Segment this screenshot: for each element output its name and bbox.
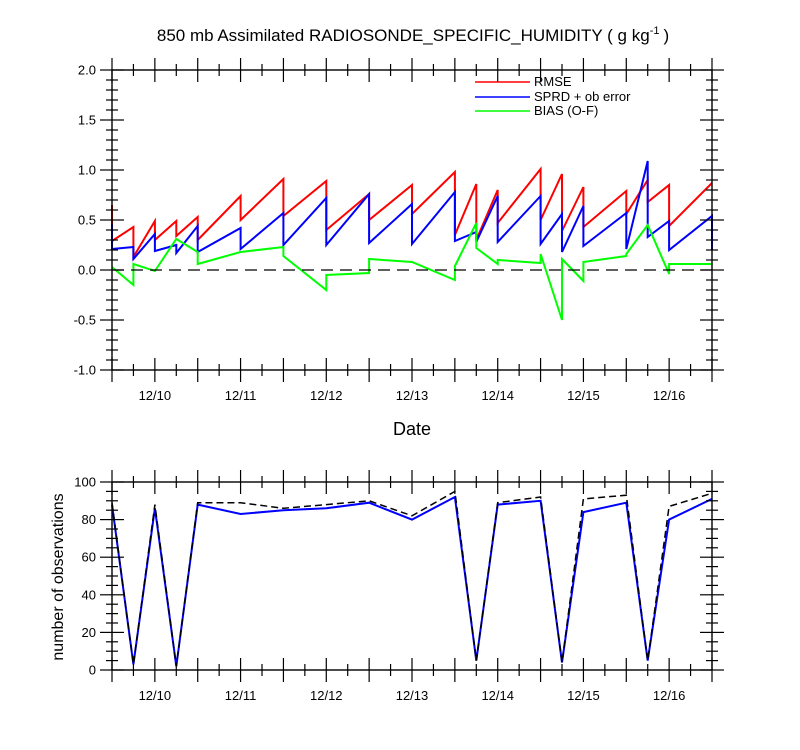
bottom-x-tick-labels: 12/10 12/11 12/12 12/13 12/14 12/15 12/16 bbox=[139, 688, 686, 703]
y-axis-title-observations: number of observations bbox=[50, 493, 67, 660]
y-tick-label: 100 bbox=[74, 475, 96, 490]
series-line-top-1 bbox=[111, 160, 713, 262]
x-axis-title: Date bbox=[393, 419, 431, 439]
series-line-bot-1 bbox=[111, 490, 713, 667]
y-tick-label: 0 bbox=[89, 663, 96, 678]
bottom-axis-ticks bbox=[100, 470, 724, 682]
y-tick-label: 2.0 bbox=[78, 63, 96, 78]
top-series-group bbox=[111, 160, 713, 321]
x-tick-label: 12/16 bbox=[653, 688, 686, 703]
x-tick-label: 12/12 bbox=[310, 688, 343, 703]
x-tick-label: 12/10 bbox=[139, 388, 172, 403]
y-tick-label: 1.5 bbox=[78, 113, 96, 128]
top-x-tick-labels: 12/10 12/11 12/12 12/13 12/14 12/15 12/16 bbox=[139, 388, 686, 403]
y-tick-label: 20 bbox=[82, 625, 96, 640]
bottom-y-tick-labels: 0 20 40 60 80 100 bbox=[74, 475, 96, 678]
x-tick-label: 12/12 bbox=[310, 388, 343, 403]
legend-rmse-label: RMSE bbox=[534, 74, 572, 89]
y-tick-label: 0.0 bbox=[78, 263, 96, 278]
top-axis-ticks bbox=[100, 58, 724, 382]
bottom-series-group bbox=[111, 490, 713, 667]
bottom-plot-frame bbox=[111, 481, 713, 671]
y-tick-label: 80 bbox=[82, 512, 96, 527]
y-tick-label: 40 bbox=[82, 587, 96, 602]
y-tick-label: 0.5 bbox=[78, 213, 96, 228]
legend-sprd-label: SPRD + ob error bbox=[534, 89, 631, 104]
chart-title: 850 mb Assimilated RADIOSONDE_SPECIFIC_H… bbox=[157, 25, 669, 45]
x-tick-label: 12/16 bbox=[653, 388, 686, 403]
legend-bias-label: BIAS (O-F) bbox=[534, 103, 598, 118]
x-tick-label: 12/13 bbox=[396, 688, 429, 703]
y-tick-label: -0.5 bbox=[74, 313, 96, 328]
x-tick-label: 12/14 bbox=[481, 688, 514, 703]
legend: RMSE SPRD + ob error BIAS (O-F) bbox=[475, 74, 631, 118]
x-tick-label: 12/14 bbox=[481, 388, 514, 403]
x-tick-label: 12/15 bbox=[567, 388, 600, 403]
x-tick-label: 12/11 bbox=[225, 388, 257, 403]
top-y-tick-labels: -1.0 -0.5 0.0 0.5 1.0 1.5 2.0 bbox=[74, 63, 96, 378]
series-line-top-2 bbox=[111, 222, 712, 321]
x-tick-label: 12/10 bbox=[139, 688, 172, 703]
y-tick-label: -1.0 bbox=[74, 363, 96, 378]
x-tick-label: 12/15 bbox=[567, 688, 600, 703]
rmse-bias-panel: -1.0-0.50.00.51.01.52.0 12/10 12/11 12/12 1… bbox=[74, 58, 724, 439]
y-tick-label: 60 bbox=[82, 550, 96, 565]
x-tick-label: 12/11 bbox=[225, 688, 257, 703]
x-tick-label: 12/13 bbox=[396, 388, 429, 403]
series-line-bot-0 bbox=[111, 495, 713, 667]
y-tick-label: 1.0 bbox=[78, 163, 96, 178]
